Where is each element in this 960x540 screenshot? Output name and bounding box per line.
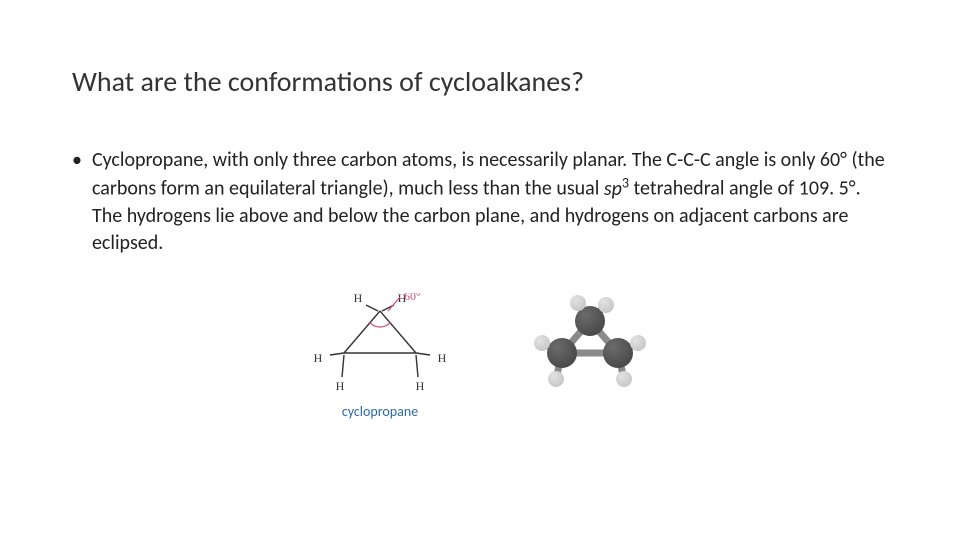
svg-text:H: H: [416, 378, 425, 392]
bullet-marker: •: [72, 147, 82, 257]
sp3: sp3: [604, 177, 629, 201]
structural-figure: HHHHHH60° cyclopropane: [300, 293, 460, 420]
sp3-sp: sp: [604, 177, 622, 201]
svg-text:60°: 60°: [404, 293, 421, 303]
svg-text:H: H: [314, 350, 323, 364]
model3d-figure: [520, 293, 660, 397]
slide-title: What are the conformations of cycloalkan…: [72, 64, 888, 99]
structural-caption: cyclopropane: [342, 403, 418, 420]
structural-svg: HHHHHH60°: [300, 293, 460, 397]
model3d-svg: [520, 293, 660, 397]
sp3-sup: 3: [622, 174, 629, 191]
bullet-text: Cyclopropane, with only three carbon ato…: [92, 147, 888, 257]
svg-text:H: H: [336, 378, 345, 392]
slide: What are the conformations of cycloalkan…: [0, 0, 960, 540]
figure-row: HHHHHH60° cyclopropane: [72, 293, 888, 420]
svg-text:H: H: [438, 350, 447, 364]
svg-text:H: H: [354, 293, 363, 305]
bullet-item: • Cyclopropane, with only three carbon a…: [72, 147, 888, 257]
